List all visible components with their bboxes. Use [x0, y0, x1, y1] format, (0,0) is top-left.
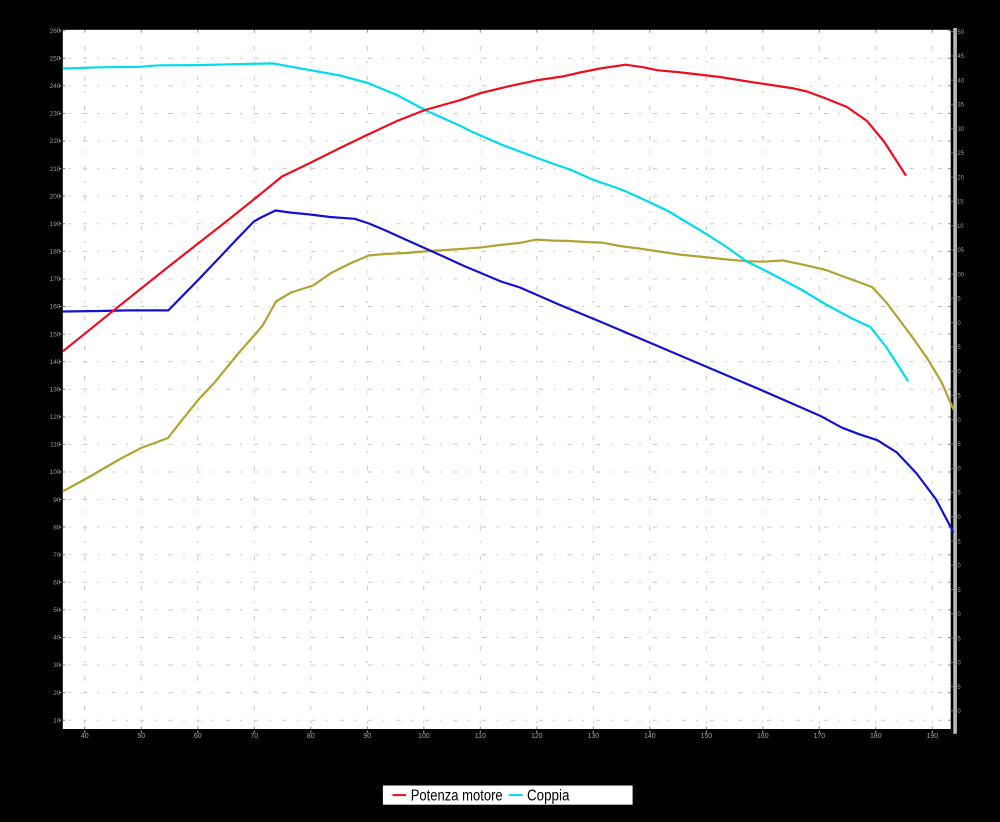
svg-text:70: 70 [250, 733, 258, 740]
svg-text:160: 160 [50, 304, 61, 311]
svg-text:150: 150 [954, 30, 965, 36]
svg-text:90: 90 [363, 733, 371, 740]
svg-text:20: 20 [53, 690, 61, 697]
svg-text:170: 170 [50, 276, 61, 283]
svg-text:130: 130 [954, 127, 965, 133]
svg-text:55: 55 [954, 491, 961, 497]
svg-text:110: 110 [50, 442, 61, 449]
svg-text:95: 95 [954, 297, 961, 303]
svg-text:75: 75 [954, 394, 961, 400]
svg-text:190: 190 [926, 733, 938, 740]
svg-text:100: 100 [954, 272, 965, 278]
svg-text:130: 130 [50, 386, 61, 393]
svg-text:50: 50 [137, 733, 145, 740]
svg-text:90: 90 [53, 497, 61, 504]
svg-text:210: 210 [50, 166, 61, 173]
svg-text:80: 80 [307, 733, 315, 740]
svg-text:50: 50 [53, 607, 61, 614]
svg-text:115: 115 [954, 200, 964, 206]
svg-text:90: 90 [954, 321, 961, 327]
svg-text:190: 190 [50, 221, 61, 228]
svg-text:200: 200 [50, 193, 61, 200]
svg-text:135: 135 [954, 103, 965, 109]
svg-text:70: 70 [954, 418, 961, 424]
svg-text:Potenza motore: Potenza motore [411, 787, 503, 804]
svg-text:120: 120 [50, 414, 61, 421]
svg-text:230: 230 [50, 111, 61, 118]
svg-text:Coppia: Coppia [527, 787, 570, 804]
svg-text:60: 60 [954, 467, 961, 473]
svg-text:170: 170 [813, 733, 825, 740]
svg-text:40: 40 [81, 733, 89, 740]
svg-text:25: 25 [954, 636, 961, 642]
svg-text:30: 30 [954, 612, 961, 618]
svg-text:260: 260 [50, 28, 61, 35]
svg-text:100: 100 [50, 469, 61, 476]
svg-text:40: 40 [954, 564, 961, 570]
svg-text:150: 150 [50, 331, 61, 338]
svg-text:180: 180 [870, 733, 882, 740]
svg-text:110: 110 [954, 224, 964, 230]
svg-text:100: 100 [418, 733, 430, 740]
svg-text:180: 180 [50, 249, 61, 256]
svg-text:120: 120 [531, 733, 543, 740]
svg-text:60: 60 [53, 580, 61, 587]
svg-text:50: 50 [954, 515, 961, 521]
svg-text:250: 250 [50, 56, 61, 63]
svg-text:145: 145 [954, 54, 965, 60]
svg-text:130: 130 [587, 733, 599, 740]
svg-text:15: 15 [954, 685, 961, 691]
svg-text:10: 10 [954, 709, 961, 715]
svg-text:105: 105 [954, 248, 965, 254]
svg-text:65: 65 [954, 442, 961, 448]
svg-text:60: 60 [194, 733, 202, 740]
svg-text:150: 150 [700, 733, 712, 740]
svg-text:80: 80 [954, 369, 961, 375]
svg-text:125: 125 [954, 151, 965, 157]
svg-text:160: 160 [757, 733, 769, 740]
svg-text:220: 220 [50, 138, 61, 145]
svg-text:140: 140 [954, 78, 965, 84]
svg-text:120: 120 [954, 175, 965, 181]
svg-text:40: 40 [53, 635, 61, 642]
svg-text:110: 110 [475, 733, 486, 740]
svg-text:140: 140 [644, 733, 656, 740]
svg-text:70: 70 [53, 552, 61, 559]
svg-text:140: 140 [50, 359, 61, 366]
svg-text:80: 80 [53, 524, 61, 531]
svg-text:45: 45 [954, 539, 961, 545]
svg-text:10: 10 [53, 717, 61, 724]
svg-text:85: 85 [954, 345, 961, 351]
svg-text:30: 30 [53, 662, 61, 669]
svg-text:20: 20 [954, 661, 961, 667]
svg-text:240: 240 [50, 83, 61, 90]
svg-text:35: 35 [954, 588, 961, 594]
